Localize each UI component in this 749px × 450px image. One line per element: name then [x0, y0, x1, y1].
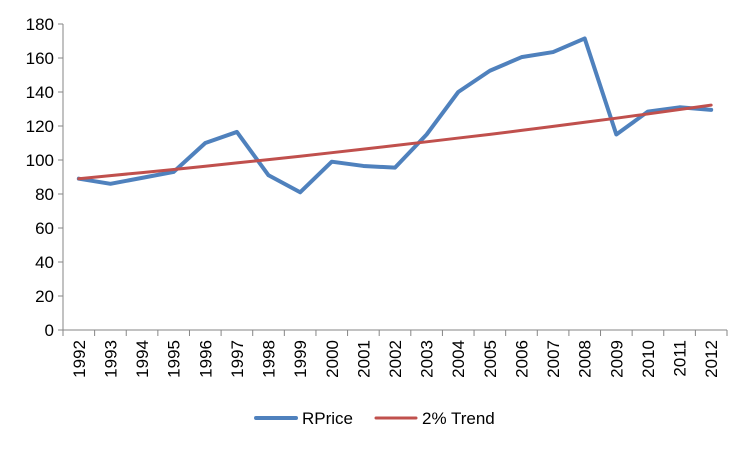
y-tick-label: 180 [26, 15, 54, 34]
x-tick-label: 1997 [228, 340, 247, 378]
series-lines [76, 36, 714, 195]
legend-label: RPrice [302, 409, 353, 428]
x-tick-label: 2006 [512, 340, 531, 378]
x-tick-label: 2009 [607, 340, 626, 378]
x-tick-label: 2001 [354, 340, 373, 378]
axes: 0 20 40 60 80 100 120 140 160 180 1992 1993 1994 1995… [26, 15, 728, 378]
x-tick-label: 2011 [671, 340, 690, 377]
x-tick-label: 1998 [260, 340, 279, 378]
x-tick-label: 1994 [133, 340, 152, 378]
y-tick-label: 140 [26, 83, 54, 102]
x-tick-label: 1999 [291, 340, 310, 378]
x-tick-label: 2010 [639, 340, 658, 378]
x-tick-label: 2012 [702, 340, 721, 378]
x-tick-label: 1993 [101, 340, 120, 378]
y-tick-label: 120 [26, 117, 54, 136]
x-tick-label: 2007 [544, 340, 563, 378]
y-tick-label: 80 [35, 185, 54, 204]
y-tick-label: 100 [26, 151, 54, 170]
legend: RPrice 2% Trend [254, 409, 495, 428]
y-tick-label: 160 [26, 49, 54, 68]
y-tick-label: 0 [45, 321, 54, 340]
x-tick-label: 2005 [481, 340, 500, 378]
x-tick-label: 2008 [576, 340, 595, 378]
legend-label: 2% Trend [422, 409, 495, 428]
x-tick-label: 2004 [449, 340, 468, 378]
x-tick-label: 2000 [323, 340, 342, 378]
series-line-rprice [76, 36, 714, 195]
series-line-trend [77, 103, 713, 181]
y-tick-label: 20 [35, 287, 54, 306]
x-tick-label: 2003 [418, 340, 437, 378]
x-tick-label: 2002 [386, 340, 405, 378]
x-tick-label: 1992 [70, 340, 89, 378]
x-tick-label: 1995 [165, 340, 184, 378]
x-tick-label: 1996 [196, 340, 215, 378]
y-tick-label: 60 [35, 219, 54, 238]
y-tick-label: 40 [35, 253, 54, 272]
